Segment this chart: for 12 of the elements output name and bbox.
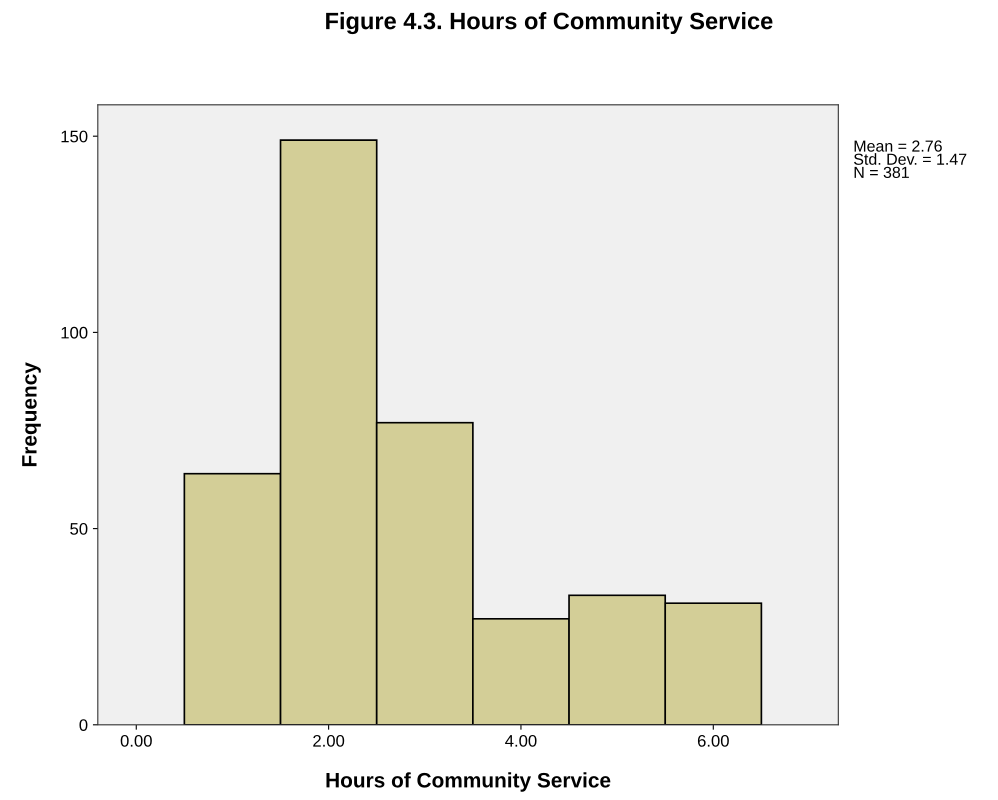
x-axis-title: Hours of Community Service — [326, 772, 610, 792]
text: Mean = 2.76 Std. Dev. = 1.47 N = 381 — [854, 140, 966, 178]
y-tick-label: 50 — [70, 523, 88, 535]
x-tick-label: 0.00 — [120, 734, 152, 747]
chart-title: Figure 4.3. Hours of Community Service — [326, 12, 772, 34]
y-axis-title: Frequency — [22, 362, 41, 466]
x-tick-label: 2.00 — [313, 734, 344, 747]
y-tick-label: 0 — [79, 719, 88, 732]
x-tick-label: 4.00 — [505, 734, 537, 747]
y-tick-label: 150 — [62, 130, 88, 142]
x-tick-label: 6.00 — [698, 734, 729, 747]
y-tick-label: 100 — [62, 326, 88, 339]
